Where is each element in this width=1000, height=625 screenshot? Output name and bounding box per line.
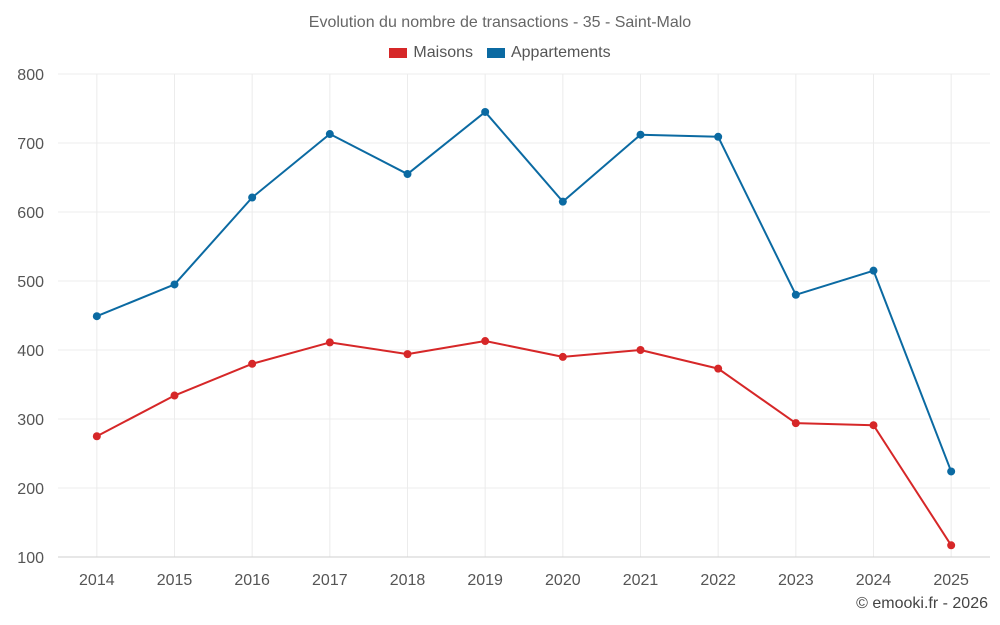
x-tick-label: 2017 xyxy=(312,572,348,589)
x-tick-label: 2021 xyxy=(623,572,659,589)
data-point-maisons xyxy=(558,352,567,361)
data-point-appartements xyxy=(403,170,412,179)
legend-item-maisons[interactable]: Maisons xyxy=(389,44,473,62)
x-tick-label: 2016 xyxy=(234,572,270,589)
y-tick-label: 300 xyxy=(17,412,44,429)
data-point-appartements xyxy=(869,266,878,275)
data-point-appartements xyxy=(92,312,101,321)
legend: Maisons Appartements xyxy=(0,44,1000,62)
data-point-appartements xyxy=(558,197,567,206)
data-point-appartements xyxy=(791,290,800,299)
data-point-maisons xyxy=(92,432,101,441)
data-point-maisons xyxy=(481,337,490,346)
data-point-maisons xyxy=(869,421,878,430)
y-tick-label: 700 xyxy=(17,136,44,153)
data-point-maisons xyxy=(403,350,412,359)
x-tick-label: 2025 xyxy=(933,572,969,589)
x-tick-label: 2023 xyxy=(778,572,814,589)
x-tick-label: 2019 xyxy=(467,572,503,589)
data-point-appartements xyxy=(481,107,490,116)
y-tick-label: 200 xyxy=(17,481,44,498)
x-tick-label: 2018 xyxy=(390,572,426,589)
data-point-appartements xyxy=(636,130,645,139)
data-point-maisons xyxy=(714,364,723,373)
data-point-appartements xyxy=(714,132,723,141)
data-point-appartements xyxy=(325,130,334,139)
y-tick-label: 800 xyxy=(17,67,44,84)
series-line-maisons xyxy=(96,340,953,546)
credit-text: © emooki.fr - 2026 xyxy=(856,595,988,612)
chart-title: Evolution du nombre de transactions - 35… xyxy=(308,14,692,31)
x-tick-label: 2014 xyxy=(79,572,115,589)
y-tick-label: 600 xyxy=(17,205,44,222)
legend-swatch-appartements xyxy=(486,48,505,58)
data-point-maisons xyxy=(325,338,334,347)
legend-label-appartements: Appartements xyxy=(510,44,611,61)
data-point-maisons xyxy=(791,419,800,428)
data-point-maisons xyxy=(636,346,645,354)
legend-label-maisons: Maisons xyxy=(413,44,473,61)
x-tick-label: 2022 xyxy=(700,572,736,589)
x-tick-label: 2015 xyxy=(157,572,193,589)
data-point-maisons xyxy=(947,541,956,550)
data-point-maisons xyxy=(248,359,257,368)
x-tick-label: 2024 xyxy=(856,572,892,589)
legend-swatch-maisons xyxy=(389,48,408,58)
data-point-appartements xyxy=(248,193,257,202)
x-tick-label: 2020 xyxy=(545,572,581,589)
data-point-maisons xyxy=(170,391,179,400)
data-point-appartements xyxy=(170,280,179,289)
y-tick-label: 100 xyxy=(17,550,44,567)
data-point-appartements xyxy=(947,467,956,476)
series-line-appartements xyxy=(96,110,953,472)
legend-item-appartements[interactable]: Appartements xyxy=(486,44,611,62)
y-tick-label: 400 xyxy=(17,343,44,360)
y-tick-label: 500 xyxy=(17,274,44,291)
